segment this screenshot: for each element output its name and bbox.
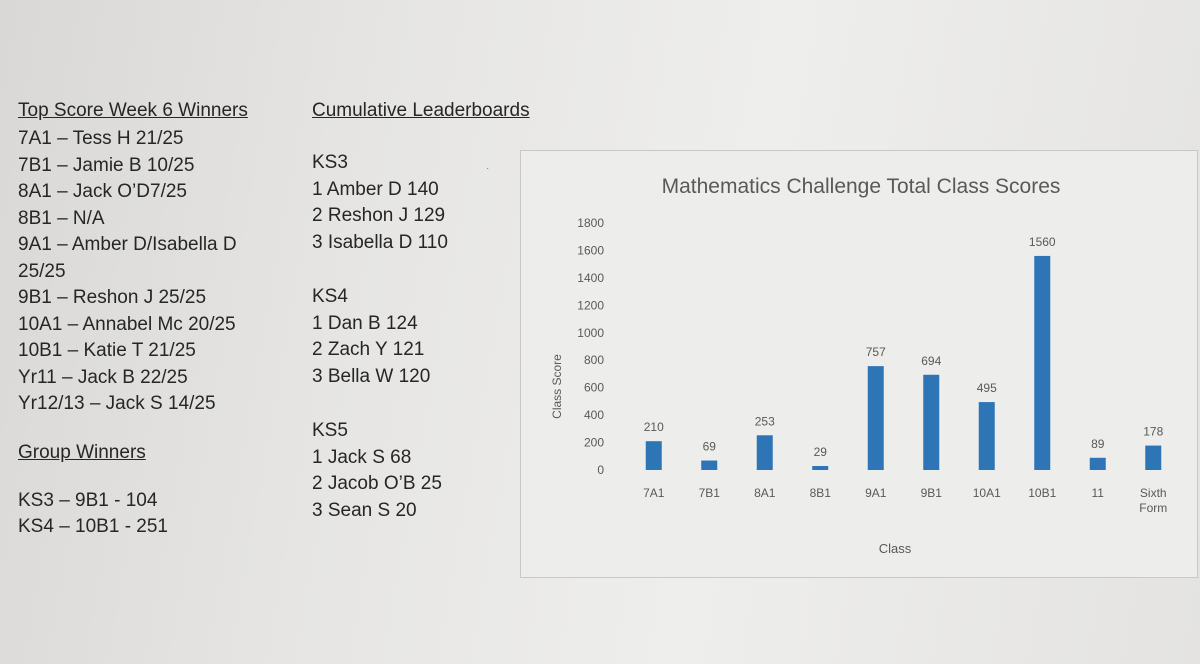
leaderboard-entry: 1 Amber D 140: [312, 178, 439, 200]
y-tick-label: 400: [584, 408, 604, 422]
bar-10b1: [1034, 255, 1051, 470]
leaderboard-entry: 2 Zach Y 121: [312, 339, 425, 360]
x-tick-label: 9B1: [921, 486, 943, 500]
y-axis-ticks: 0 200 400 600 800 1000 1200 1400 1600 1800: [577, 216, 604, 477]
y-tick-label: 1200: [577, 298, 604, 312]
winner-line: 7A1 – Tess H 21/25: [18, 128, 184, 149]
x-tick-label: Sixth Form: [1139, 486, 1167, 515]
ks5-label: KS5: [312, 420, 348, 441]
winner-line: 10A1 – Annabel Mc 20/25: [18, 313, 236, 335]
winner-line: 8A1 – Jack O’D7/25: [18, 181, 187, 202]
winner-line: 9B1 – Reshon J 25/25: [18, 287, 207, 308]
leaderboard-entry: 1 Jack S 68: [312, 446, 412, 468]
data-label: 1560: [1029, 235, 1056, 249]
winner-line: 25/25: [18, 260, 66, 282]
leaderboards-heading: Cumulative Leaderboards: [312, 100, 530, 121]
winner-line: 9A1 – Amber D/Isabella D: [18, 234, 237, 255]
winner-line: Yr11 – Jack B 22/25: [18, 366, 188, 388]
y-tick-label: 1800: [577, 216, 604, 230]
bar-sixth-form: [1145, 445, 1162, 470]
ks3-label: KS3: [312, 152, 348, 173]
data-label: 495: [977, 381, 997, 395]
bar-8b1: [812, 466, 829, 470]
bar-7b1: [701, 460, 718, 470]
data-label: 89: [1091, 437, 1105, 451]
chart-title: Mathematics Challenge Total Class Scores: [662, 175, 1061, 198]
data-label: 69: [703, 440, 717, 454]
y-tick-label: 800: [584, 353, 604, 367]
x-axis-ticks: 7A1 7B1 8A1 8B1 9A1 9B1 10A1 10B1 11 Sixth Form: [643, 486, 1167, 515]
x-tick-label: 10A1: [973, 486, 1001, 500]
bar-8a1: [756, 435, 773, 470]
data-label: 178: [1143, 425, 1163, 439]
y-tick-label: 1000: [577, 326, 604, 340]
weekly-winners-column: Top Score Week 6 Winners 7A1 – Tess H 21…: [18, 96, 308, 541]
group-winners-heading: Group Winners: [18, 441, 146, 463]
leaderboard-entry: 3 Bella W 120: [312, 365, 431, 387]
group-winner-line: KS3 – 9B1 - 104: [18, 489, 158, 511]
data-label: 210: [644, 420, 664, 434]
data-label: 253: [755, 414, 775, 428]
winner-line: 7B1 – Jamie B 10/25: [18, 154, 195, 176]
bar-9b1: [923, 374, 940, 470]
y-tick-label: 200: [584, 436, 604, 450]
y-tick-label: 1600: [577, 243, 604, 257]
data-label: 29: [814, 445, 828, 459]
x-tick-label: 10B1: [1028, 486, 1056, 500]
chart-canvas: Mathematics Challenge Total Class Scores…: [550, 175, 1167, 556]
top-score-heading: Top Score Week 6 Winners: [18, 100, 248, 121]
bar-9a1: [867, 366, 884, 470]
bar-11: [1089, 457, 1106, 470]
x-tick-label: 8B1: [810, 486, 832, 500]
winner-line: Yr12/13 – Jack S 14/25: [18, 393, 216, 414]
y-tick-label: 600: [584, 381, 604, 395]
y-tick-label: 0: [597, 463, 604, 477]
leaderboard-entry: 2 Jacob O’B 25: [312, 473, 442, 494]
leaderboards-column: Cumulative Leaderboards KS3 1 Amber D 14…: [312, 96, 572, 524]
bar-7a1: [645, 441, 662, 470]
bar-10a1: [978, 402, 995, 470]
class-scores-chart: Mathematics Challenge Total Class Scores…: [520, 150, 1198, 578]
y-axis-label: Class Score: [550, 354, 564, 419]
data-label: 694: [921, 354, 941, 368]
leaderboard-entry: 2 Reshon J 129: [312, 205, 446, 226]
x-tick-label: 8A1: [754, 486, 776, 500]
data-labels: 210 69 253 29 757 694 495 1560 89 178: [644, 235, 1164, 459]
cursor-mark: ·: [486, 163, 490, 174]
y-tick-label: 1400: [577, 271, 604, 285]
leaderboard-entry: 3 Sean S 20: [312, 499, 417, 521]
bar-series: [645, 255, 1162, 470]
ks4-label: KS4: [312, 286, 348, 307]
x-axis-label: Class: [879, 541, 912, 556]
x-tick-label: 7B1: [699, 486, 721, 500]
leaderboard-entry: 1 Dan B 124: [312, 312, 418, 334]
leaderboard-entry: 3 Isabella D 110: [312, 231, 448, 253]
data-label: 757: [866, 345, 886, 359]
x-tick-label: 9A1: [865, 486, 887, 500]
winner-line: 8B1 – N/A: [18, 207, 105, 229]
group-winner-line: KS4 – 10B1 - 251: [18, 516, 168, 537]
x-tick-label: 7A1: [643, 486, 665, 500]
winner-line: 10B1 – Katie T 21/25: [18, 340, 196, 361]
x-tick-label: 11: [1092, 486, 1105, 500]
